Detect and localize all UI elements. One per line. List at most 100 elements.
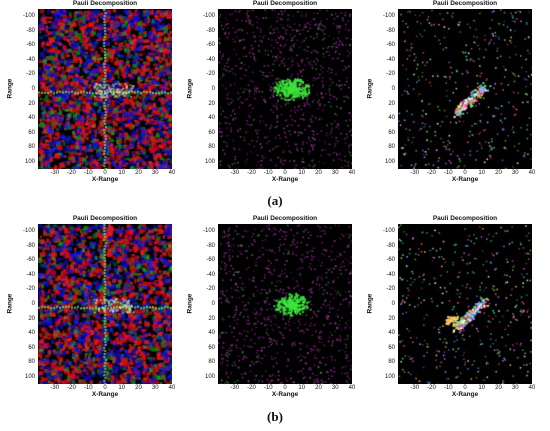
y-tick-label: -80	[26, 242, 35, 249]
y-tick-label: -60	[386, 257, 395, 264]
y-tick-label: -20	[26, 286, 35, 293]
y-axis-label: Range	[6, 293, 14, 314]
y-tick-label: 80	[28, 359, 35, 366]
x-tick-label: -20	[427, 385, 436, 391]
y-tick-label: -60	[26, 257, 35, 264]
y-tick-label: -100	[22, 228, 35, 235]
pauli-image	[38, 224, 172, 384]
y-tick-label: 0	[391, 86, 395, 92]
y-tick-label: 60	[208, 344, 215, 351]
pauli-image	[218, 224, 352, 384]
y-tick-label: 0	[31, 301, 35, 307]
x-tick-label: 0	[463, 170, 467, 176]
y-tick-label: 40	[208, 115, 215, 122]
x-tick-label: -30	[230, 385, 240, 391]
x-tick-label: 20	[315, 385, 322, 391]
y-tick-label: -20	[26, 71, 35, 78]
x-tick-label: 10	[478, 170, 486, 176]
panel-title: Pauli Decomposition	[432, 215, 498, 222]
x-tick-label: 30	[511, 385, 519, 391]
caption-a: (a)	[267, 193, 283, 208]
y-axis-label: Range	[6, 78, 14, 99]
plot-area	[38, 9, 172, 169]
pauli-image	[218, 9, 352, 169]
y-tick-label: 20	[28, 315, 35, 322]
y-tick-label: 100	[24, 373, 35, 380]
x-tick-label: -10	[83, 170, 93, 176]
y-tick-label: -80	[386, 242, 395, 249]
x-tick-label: 0	[103, 170, 107, 176]
plot-area	[218, 224, 352, 384]
y-tick-label: 0	[391, 301, 395, 307]
x-tick-label: 0	[103, 385, 107, 391]
y-tick-label: 80	[388, 359, 395, 366]
y-axis-label: Range	[366, 78, 374, 99]
y-tick-label: -40	[386, 271, 395, 278]
y-tick-label: 40	[28, 330, 35, 337]
x-tick-label: 20	[135, 170, 142, 176]
y-tick-label: 60	[28, 129, 35, 136]
x-tick-label: -10	[443, 385, 453, 391]
y-tick-label: 40	[388, 115, 395, 122]
y-tick-label: 0	[31, 86, 35, 92]
y-tick-label: -100	[382, 228, 395, 235]
x-tick-label: 40	[168, 385, 176, 391]
y-tick-label: 20	[388, 100, 395, 107]
x-tick-label: 0	[463, 385, 467, 391]
x-tick-label: -10	[443, 170, 453, 176]
y-tick-label: -60	[26, 42, 35, 49]
y-tick-label: -80	[206, 27, 215, 34]
pauli-image	[398, 9, 532, 169]
x-tick-label: -10	[263, 385, 273, 391]
plot-area	[218, 9, 352, 169]
x-tick-label: 10	[478, 385, 486, 391]
x-tick-label: -20	[67, 170, 76, 176]
x-tick-label: 40	[348, 385, 356, 391]
y-tick-label: 20	[208, 100, 215, 107]
x-tick-label: -10	[263, 170, 273, 176]
x-tick-label: 20	[315, 170, 322, 176]
pauli-image	[38, 9, 172, 169]
y-tick-label: 100	[384, 373, 395, 380]
x-tick-label: 10	[298, 170, 306, 176]
y-tick-label: -100	[382, 13, 395, 20]
y-tick-label: 40	[388, 330, 395, 337]
x-tick-label: -30	[230, 170, 240, 176]
y-axis-label: Range	[186, 78, 194, 99]
caption-b: (b)	[267, 409, 283, 424]
y-tick-label: 20	[208, 315, 215, 322]
x-tick-label: 30	[151, 170, 159, 176]
x-tick-label: 40	[528, 170, 536, 176]
y-tick-label: 100	[204, 158, 215, 165]
x-tick-label: -10	[83, 385, 93, 391]
y-tick-label: -20	[206, 286, 215, 293]
panel-title: Pauli Decomposition	[72, 0, 138, 7]
y-tick-label: -40	[386, 56, 395, 63]
y-tick-label: 100	[384, 158, 395, 165]
x-tick-label: -20	[67, 385, 76, 391]
x-axis-label: X-Range	[91, 176, 119, 183]
x-axis-label: X-Range	[271, 391, 299, 398]
y-tick-label: 20	[388, 315, 395, 322]
y-tick-label: 40	[208, 330, 215, 337]
y-tick-label: -80	[206, 242, 215, 249]
y-tick-label: 100	[24, 158, 35, 165]
y-tick-label: -80	[26, 27, 35, 34]
y-tick-label: -60	[206, 257, 215, 264]
y-tick-label: -100	[22, 13, 35, 20]
panel-title: Pauli Decomposition	[432, 0, 498, 7]
y-tick-label: 60	[388, 129, 395, 136]
x-tick-label: 30	[331, 385, 339, 391]
y-tick-label: 0	[211, 301, 215, 307]
x-axis-label: X-Range	[91, 391, 119, 398]
x-tick-label: 10	[118, 170, 126, 176]
x-tick-label: -30	[410, 170, 420, 176]
y-tick-label: -100	[202, 228, 215, 235]
y-axis-label: Range	[366, 293, 374, 314]
y-tick-label: 80	[28, 144, 35, 151]
y-tick-label: -20	[386, 286, 395, 293]
y-tick-label: -20	[206, 71, 215, 78]
plot-area	[38, 224, 172, 384]
y-tick-label: -40	[26, 271, 35, 278]
y-tick-label: 60	[208, 129, 215, 136]
